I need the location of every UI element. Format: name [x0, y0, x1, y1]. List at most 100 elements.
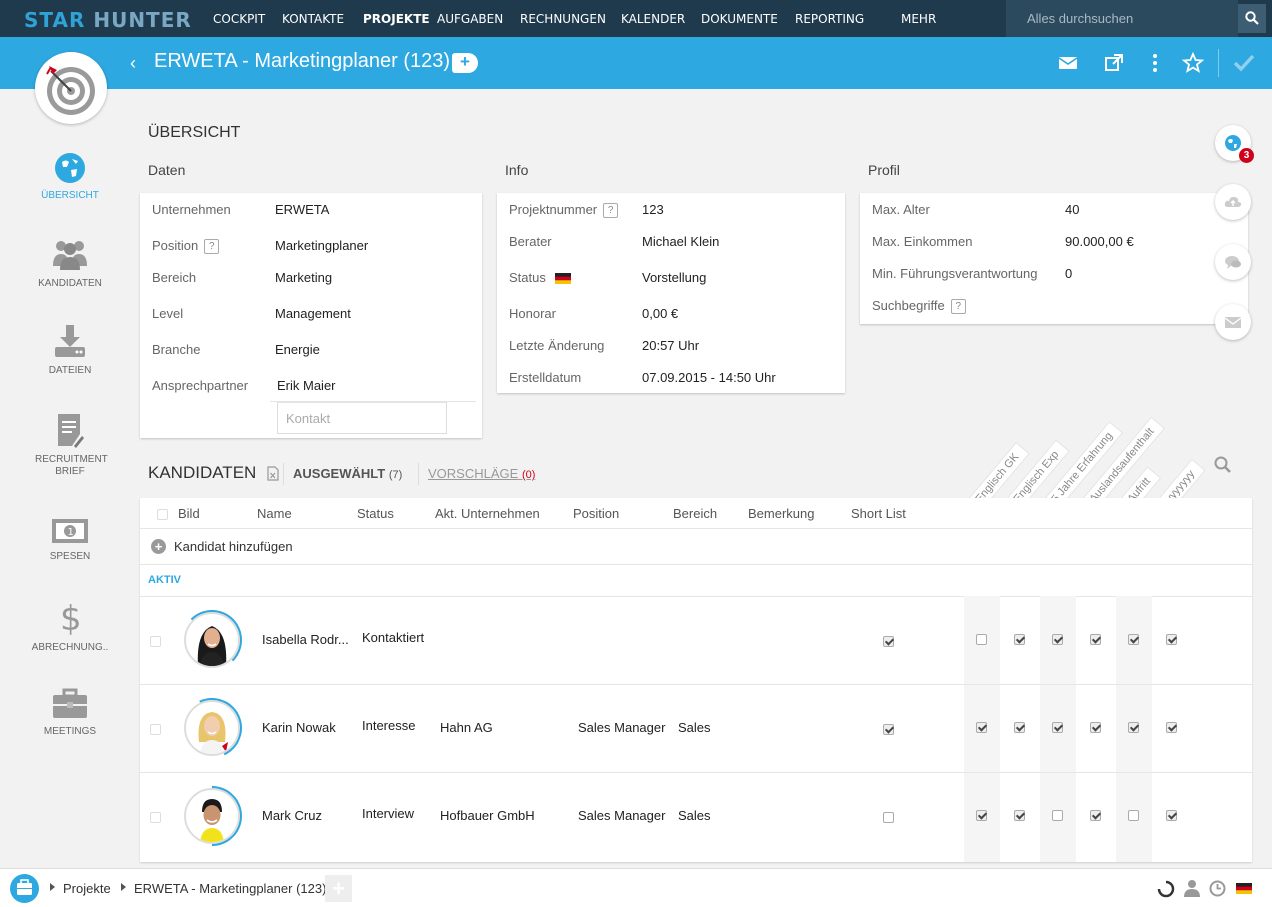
daten-value-position[interactable]: Marketingplaner [275, 238, 369, 253]
sidebar-item-meetings[interactable]: MEETINGS [0, 688, 140, 738]
sidebar-item-dateien[interactable]: DATEIEN [0, 323, 140, 377]
breadcrumb-projekte[interactable]: Projekte [63, 881, 111, 896]
nav-cockpit[interactable]: COCKPIT [213, 12, 266, 26]
criteria-checkbox[interactable] [1090, 722, 1101, 733]
tab-ausgewaehlt[interactable]: AUSGEWÄHLT (7) [293, 466, 402, 481]
search-icon[interactable] [1214, 456, 1232, 474]
row-select-checkbox[interactable] [150, 724, 161, 735]
daten-value-ansprechpartner[interactable]: Erik Maier [277, 378, 336, 393]
nav-projekte[interactable]: PROJEKTE [363, 12, 430, 26]
external-link-icon[interactable] [1102, 51, 1126, 75]
daten-value-bereich[interactable]: Marketing [275, 270, 333, 285]
nav-rechnungen[interactable]: RECHNUNGEN [520, 12, 606, 26]
nav-kontakte[interactable]: KONTAKTE [282, 12, 345, 26]
criteria-checkbox[interactable] [1166, 810, 1177, 821]
nav-aufgaben[interactable]: AUFGABEN [437, 12, 504, 26]
global-search-input[interactable]: Alles durchsuchen [1006, 0, 1238, 37]
criteria-checkbox[interactable] [1128, 634, 1139, 645]
row-select-checkbox[interactable] [150, 636, 161, 647]
criteria-checkbox[interactable] [1090, 810, 1101, 821]
clock-icon[interactable] [1209, 880, 1226, 897]
info-value-berater[interactable]: Michael Klein [642, 234, 720, 249]
nav-mehr[interactable]: MEHR [901, 12, 937, 26]
candidate-name[interactable]: Isabella Rodr... [262, 632, 349, 647]
info-value-projektnummer[interactable]: 123 [642, 202, 664, 217]
nav-kalender[interactable]: KALENDER [621, 12, 686, 26]
breadcrumb-current[interactable]: ERWETA - Marketingplaner (123) [134, 881, 327, 896]
shortlist-checkbox[interactable] [883, 724, 894, 735]
project-avatar[interactable] [35, 52, 107, 124]
help-icon[interactable]: ? [603, 203, 619, 219]
select-all-checkbox[interactable] [157, 509, 168, 520]
candidate-photo[interactable] [184, 700, 240, 756]
nav-reporting[interactable]: REPORTING [795, 12, 865, 26]
search-button[interactable] [1238, 4, 1266, 33]
more-vertical-icon[interactable] [1143, 51, 1167, 75]
criteria-checkbox[interactable] [1014, 634, 1025, 645]
criteria-checkbox[interactable] [1014, 810, 1025, 821]
message-button[interactable] [1215, 304, 1251, 340]
criteria-checkbox[interactable] [1166, 634, 1177, 645]
column-header[interactable]: Bereich [673, 506, 718, 521]
criteria-checkbox[interactable] [1052, 634, 1063, 645]
candidate-status[interactable]: Interesse [362, 718, 416, 733]
sidebar-item-spesen[interactable]: 1 SPESEN [0, 517, 140, 563]
criteria-checkbox[interactable] [1052, 810, 1063, 821]
criteria-checkbox[interactable] [1090, 634, 1101, 645]
contact-input[interactable]: Kontakt [277, 402, 447, 434]
criteria-checkbox[interactable] [1128, 810, 1139, 821]
daten-value-branche[interactable]: Energie [275, 342, 320, 357]
chat-button[interactable] [1215, 244, 1251, 280]
criteria-checkbox[interactable] [976, 810, 987, 821]
criteria-checkbox[interactable] [1128, 722, 1139, 733]
daten-value-level[interactable]: Management [275, 306, 351, 321]
criteria-checkbox[interactable] [1052, 722, 1063, 733]
candidate-photo[interactable] [184, 788, 240, 844]
profil-value-max-einkommen[interactable]: 90.000,00 € [1065, 234, 1134, 249]
profil-value-max-alter[interactable]: 40 [1065, 202, 1080, 217]
row-select-checkbox[interactable] [150, 812, 161, 823]
add-tag-icon[interactable] [452, 52, 478, 73]
cloud-upload-button[interactable] [1215, 184, 1251, 220]
user-icon[interactable] [1184, 879, 1200, 897]
info-value-status[interactable]: Vorstellung [642, 270, 707, 285]
column-header[interactable]: Short List [851, 506, 906, 521]
projects-button[interactable] [10, 874, 39, 903]
column-header[interactable]: Status [357, 506, 394, 521]
excel-export-icon[interactable] [267, 466, 279, 481]
column-header[interactable]: Name [257, 506, 292, 521]
sidebar-item-ubersicht[interactable]: ÜBERSICHT [0, 152, 140, 202]
criteria-checkbox[interactable] [976, 634, 987, 645]
candidate-status[interactable]: Interview [362, 806, 415, 821]
shortlist-checkbox[interactable] [883, 812, 894, 823]
criteria-checkbox[interactable] [1014, 722, 1025, 733]
column-header[interactable]: Bemerkung [748, 506, 815, 521]
column-header[interactable]: Position [573, 506, 620, 521]
sidebar-item-recruitment-brief[interactable]: RECRUITMENT BRIEF [0, 412, 140, 478]
checkmark-icon[interactable] [1232, 51, 1256, 75]
tab-vorschlaege[interactable]: VORSCHLÄGE (0) [428, 466, 535, 481]
help-icon[interactable]: ? [204, 239, 220, 255]
criteria-checkbox[interactable] [1166, 722, 1177, 733]
german-flag-icon[interactable] [1236, 883, 1252, 894]
sidebar-item-abrechnung[interactable]: $ ABRECHNUNG.. [0, 600, 140, 654]
column-header[interactable]: Akt. Unternehmen [435, 506, 540, 521]
mail-icon[interactable] [1056, 51, 1080, 75]
nav-dokumente[interactable]: DOKUMENTE [701, 12, 778, 26]
add-candidate-button[interactable]: + Kandidat hinzufügen [151, 539, 293, 554]
add-tab-button[interactable]: + [325, 875, 352, 902]
candidate-name[interactable]: Mark Cruz [262, 808, 322, 823]
candidate-name[interactable]: Karin Nowak [262, 720, 336, 735]
app-logo[interactable]: STAR HUNTER [24, 8, 192, 32]
profil-value-fuehrung[interactable]: 0 [1065, 266, 1073, 281]
back-chevron-icon[interactable]: ‹ [130, 53, 136, 73]
info-value-honorar[interactable]: 0,00 € [642, 306, 679, 321]
star-icon[interactable] [1181, 51, 1205, 75]
shortlist-checkbox[interactable] [883, 636, 894, 647]
help-icon[interactable]: ? [950, 299, 966, 315]
sidebar-item-kandidaten[interactable]: KANDIDATEN [0, 236, 140, 290]
criteria-checkbox[interactable] [976, 722, 987, 733]
daten-value-unternehmen[interactable]: ERWETA [275, 202, 330, 217]
candidate-status[interactable]: Kontaktiert [362, 630, 425, 645]
column-header[interactable]: Bild [178, 506, 200, 521]
